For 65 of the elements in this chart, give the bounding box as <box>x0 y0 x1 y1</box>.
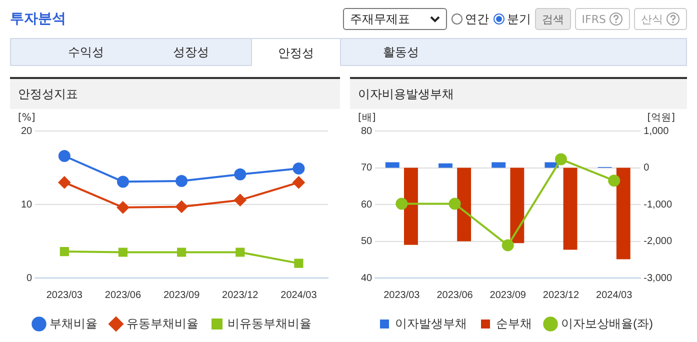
text: 산식 <box>641 12 663 26</box>
x-tick-label: 2023/09 <box>490 290 526 301</box>
point <box>176 200 188 213</box>
text: 성장성 <box>172 44 210 61</box>
point <box>608 174 620 187</box>
x-tick-label: 2023/03 <box>46 290 83 301</box>
y2-tick-label: -3,000 <box>644 272 672 284</box>
y2-tick-label: 1,000 <box>644 126 670 137</box>
y-tick-label: 50 <box>361 236 373 247</box>
point <box>554 153 567 166</box>
legend-label: 부채비율 <box>50 316 98 330</box>
point <box>58 176 70 188</box>
text: 투자분석 <box>10 10 66 28</box>
point <box>294 258 304 268</box>
legend-label: 이자발생부채 <box>395 316 468 330</box>
x-tick-label: 2023/03 <box>384 290 420 301</box>
y-tick-label: 20 <box>21 126 33 137</box>
x-tick-label: 2023/12 <box>222 290 259 301</box>
text: 검색 <box>534 8 571 30</box>
y-tick-label: 70 <box>361 162 373 174</box>
y-tick-label: 0 <box>26 272 33 284</box>
y2-axis-title: [억원] <box>647 112 676 124</box>
point <box>176 174 188 187</box>
y-axis-title: [%] <box>18 112 36 124</box>
y-axis-title: [배] <box>358 112 376 124</box>
y2-tick-label: -1,000 <box>644 199 672 210</box>
text: 연간 <box>464 10 489 28</box>
point <box>118 248 128 257</box>
y2-tick-label: 0 <box>644 162 650 174</box>
x-tick-label: 2023/06 <box>436 290 474 301</box>
point <box>116 201 129 214</box>
text: 주재무제표 <box>350 10 410 28</box>
point <box>448 198 461 210</box>
y2-tick-label: -2,000 <box>644 236 672 247</box>
y-tick-label: 80 <box>361 126 373 137</box>
x-tick-label: 2024/03 <box>280 290 318 301</box>
text: 활동성 <box>382 44 420 61</box>
point <box>60 247 69 256</box>
y-tick-label: 10 <box>21 199 33 210</box>
point <box>292 176 305 188</box>
x-tick-label: 2023/12 <box>542 290 580 301</box>
text: 수익성 <box>67 44 105 61</box>
point <box>292 162 305 174</box>
y-tick-label: 60 <box>361 199 373 210</box>
chart-title: 이자비용발생부채 <box>350 79 687 109</box>
legend-label: 비유동부채비율 <box>228 316 312 330</box>
point <box>502 239 514 252</box>
point <box>396 198 408 210</box>
point <box>236 248 245 257</box>
legend-label: 이자보상배율(좌) <box>561 316 654 330</box>
point <box>177 248 186 257</box>
x-tick-label: 2023/09 <box>163 290 200 301</box>
point <box>116 176 129 188</box>
x-tick-label: 2024/03 <box>596 290 633 301</box>
text: 분기 <box>506 10 531 28</box>
text: IFRS <box>582 12 606 26</box>
chart-title: 안정성지표 <box>10 79 340 109</box>
legend-label: 순부채 <box>496 316 532 330</box>
text: 안정성 <box>251 38 341 66</box>
point <box>234 168 246 180</box>
point <box>58 150 70 162</box>
y-tick-label: 40 <box>361 272 373 284</box>
x-tick-label: 2023/06 <box>104 290 142 301</box>
point <box>234 194 246 206</box>
legend-label: 유동부채비율 <box>126 316 198 330</box>
